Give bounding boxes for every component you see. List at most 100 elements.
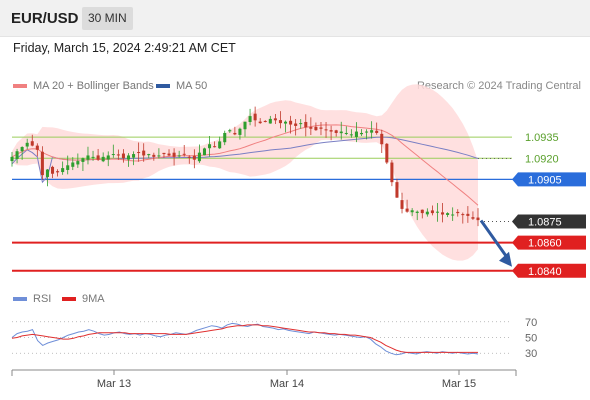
level-label-1.0905: 1.0905 (528, 174, 562, 186)
credit-text: Research © 2024 Trading Central (416, 80, 581, 92)
candle-body (329, 130, 333, 132)
candle-body (309, 127, 313, 129)
candle (91, 150, 95, 161)
candle-body (466, 213, 470, 216)
candle-body (253, 113, 257, 121)
candle (273, 114, 277, 125)
candle (162, 152, 166, 158)
candle-body (390, 162, 394, 183)
candle-body (299, 123, 303, 125)
x-tick-label: Mar 13 (97, 378, 131, 390)
candle (30, 134, 34, 147)
candle-body (197, 152, 201, 162)
candle (243, 121, 247, 137)
candle (167, 149, 171, 157)
candle-body (223, 132, 227, 143)
candle-body (35, 145, 39, 150)
candle (314, 122, 318, 131)
level-tag-1.0860 (512, 235, 586, 250)
candle (324, 121, 328, 138)
candle-body (116, 154, 120, 156)
candle-body (121, 153, 125, 159)
candle-body (304, 121, 308, 128)
ma50-legend-label: MA 50 (176, 80, 208, 92)
candle (410, 208, 414, 217)
candle (81, 157, 85, 172)
candle-body (96, 155, 100, 160)
candle (278, 111, 282, 129)
candle-body (233, 132, 237, 135)
candle (45, 169, 49, 187)
candle-body (86, 155, 90, 160)
candle-body (76, 161, 80, 165)
x-tick-label: Mar 14 (270, 378, 304, 390)
rsi-ma-legend-label: 9MA (82, 293, 105, 305)
candle-body (334, 130, 338, 133)
candle (71, 157, 75, 171)
candle-body (476, 217, 480, 221)
candle-body (101, 156, 105, 162)
candle-body (405, 208, 409, 212)
candle (451, 207, 455, 221)
candle-body (289, 120, 293, 125)
bollinger-band (12, 84, 478, 261)
candle (329, 125, 333, 141)
candle-body (425, 211, 429, 215)
candle-body (142, 150, 146, 156)
level-label-1.0920: 1.0920 (525, 153, 559, 165)
candle-body (20, 147, 24, 152)
candle (121, 149, 125, 163)
candle (56, 169, 60, 177)
candle-body (30, 141, 34, 146)
timeframe-badge[interactable]: 30 MIN (82, 7, 133, 30)
candle (380, 129, 384, 154)
candle (441, 203, 445, 223)
candle (304, 114, 308, 137)
candle-body (51, 166, 55, 174)
candle-body (167, 153, 171, 156)
header-bar: EUR/USD 30 MIN (0, 0, 590, 37)
candle-body (268, 118, 272, 124)
candle-body (344, 132, 348, 134)
candle-body (319, 127, 323, 129)
candle-body (359, 132, 364, 135)
candle-body (106, 155, 110, 160)
candle-body (238, 128, 242, 135)
candle (106, 151, 110, 167)
candle (182, 144, 186, 157)
rsi-ref-label-70: 70 (525, 317, 537, 329)
candle (425, 208, 429, 217)
candle-body (71, 162, 75, 167)
candle-body (456, 211, 460, 214)
candle-body (461, 214, 465, 216)
candle-body (157, 155, 161, 157)
candle (111, 144, 115, 158)
candle (66, 155, 70, 175)
candle-body (208, 144, 212, 149)
candle-body (395, 182, 399, 198)
ma20-swatch (13, 84, 27, 88)
level-tag-1.0840 (512, 263, 586, 278)
candle-body (172, 152, 176, 157)
candle (476, 208, 480, 227)
candle-body (228, 130, 232, 132)
level-tag-1.0875 (512, 214, 586, 229)
candle (172, 148, 176, 166)
candle (197, 144, 201, 163)
candle-body (471, 217, 475, 219)
level-label-1.0935: 1.0935 (525, 132, 559, 144)
candle (132, 151, 136, 166)
candle (40, 146, 44, 180)
candle (268, 115, 272, 124)
candle (142, 143, 146, 162)
candle-body (182, 153, 186, 155)
candle-body (354, 131, 358, 138)
candle (51, 165, 55, 179)
candle (35, 143, 39, 157)
level-label-1.0875: 1.0875 (528, 217, 562, 229)
candle (289, 115, 293, 134)
candle (253, 106, 257, 127)
ma20-line (11, 124, 479, 206)
candle-body (177, 155, 181, 157)
